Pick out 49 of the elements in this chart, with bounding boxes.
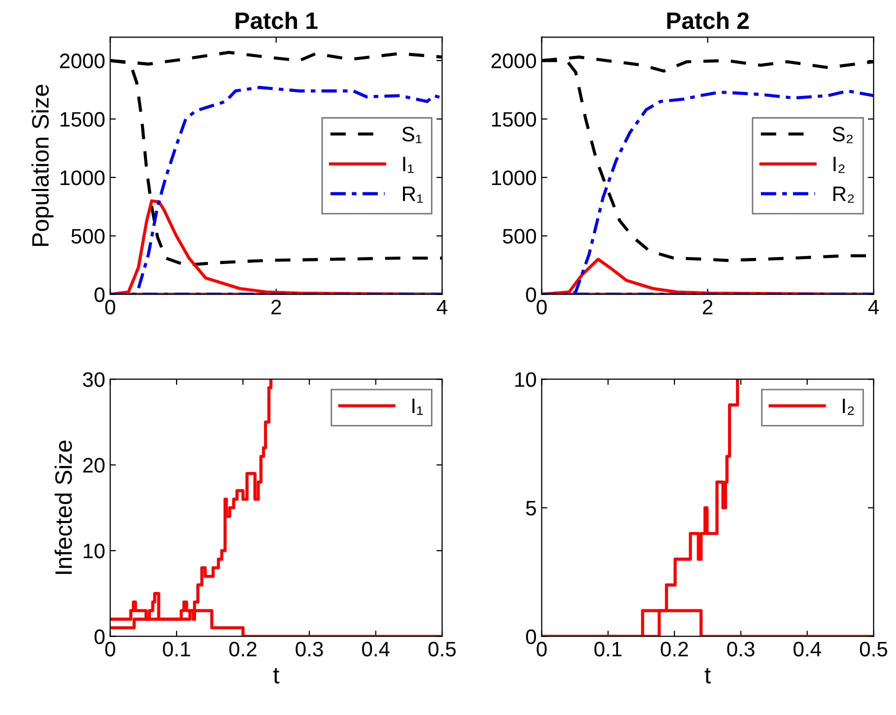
x-tick-label: 0.4 [362, 642, 390, 657]
y-tick-label: 500 [71, 228, 105, 244]
x-tick-label: 0.3 [296, 642, 323, 657]
y-tick-label: 0 [94, 287, 105, 302]
y-axis-title: Infected Size [54, 440, 72, 574]
x-tick-label: 0.2 [660, 642, 688, 657]
y-tick-label: 0 [94, 629, 105, 644]
x-axis-title: t [704, 668, 711, 684]
y-tick-label: 10 [515, 372, 536, 387]
x-tick-label: 0 [105, 642, 116, 657]
y-tick-label: 10 [84, 544, 105, 558]
legend-label: S₁ [402, 126, 422, 144]
y-tick-label: 1000 [60, 170, 105, 186]
y-tick-label: 500 [502, 228, 536, 244]
legend-label: I₁ [403, 156, 414, 173]
y-tick-label: 2000 [492, 54, 536, 68]
x-tick-label: 0.4 [794, 642, 822, 657]
y-tick-label: 30 [82, 372, 105, 387]
x-tick-label: 0 [536, 300, 547, 314]
x-tick-label: 0.1 [594, 642, 622, 657]
legend-label: R₂ [833, 186, 854, 203]
y-tick-label: 20 [83, 458, 105, 473]
legend-label: R₁ [403, 186, 423, 203]
x-tick-label: 4 [436, 300, 448, 314]
chart-title: Patch 1 [236, 12, 318, 30]
legend-label: I₂ [834, 156, 845, 173]
y-axis-title: Population Size [31, 84, 54, 246]
x-tick-label: 0.3 [727, 642, 754, 657]
y-tick-label: 0 [526, 629, 536, 644]
x-tick-label: 4 [868, 300, 879, 314]
y-tick-label: 2000 [60, 54, 105, 68]
legend-label: I₁ [412, 398, 423, 415]
legend-label: I₂ [842, 398, 854, 415]
legend-label: S₂ [832, 126, 853, 144]
y-tick-label: 0 [526, 287, 536, 302]
x-axis-title: t [273, 668, 280, 684]
x-tick-label: 2 [702, 300, 712, 314]
chart-title: Patch 2 [667, 12, 749, 30]
x-tick-label: 0 [536, 642, 547, 657]
y-tick-label: 1500 [60, 112, 105, 127]
x-tick-label: 0.5 [860, 642, 888, 657]
x-tick-label: 0.2 [229, 642, 256, 657]
y-tick-label: 5 [526, 500, 536, 516]
x-tick-label: 2 [271, 300, 281, 314]
x-tick-label: 0 [105, 300, 116, 314]
x-tick-label: 0.5 [428, 642, 456, 657]
x-tick-label: 0.1 [162, 642, 190, 657]
y-tick-label: 1000 [492, 170, 536, 186]
y-tick-label: 1500 [492, 112, 536, 127]
